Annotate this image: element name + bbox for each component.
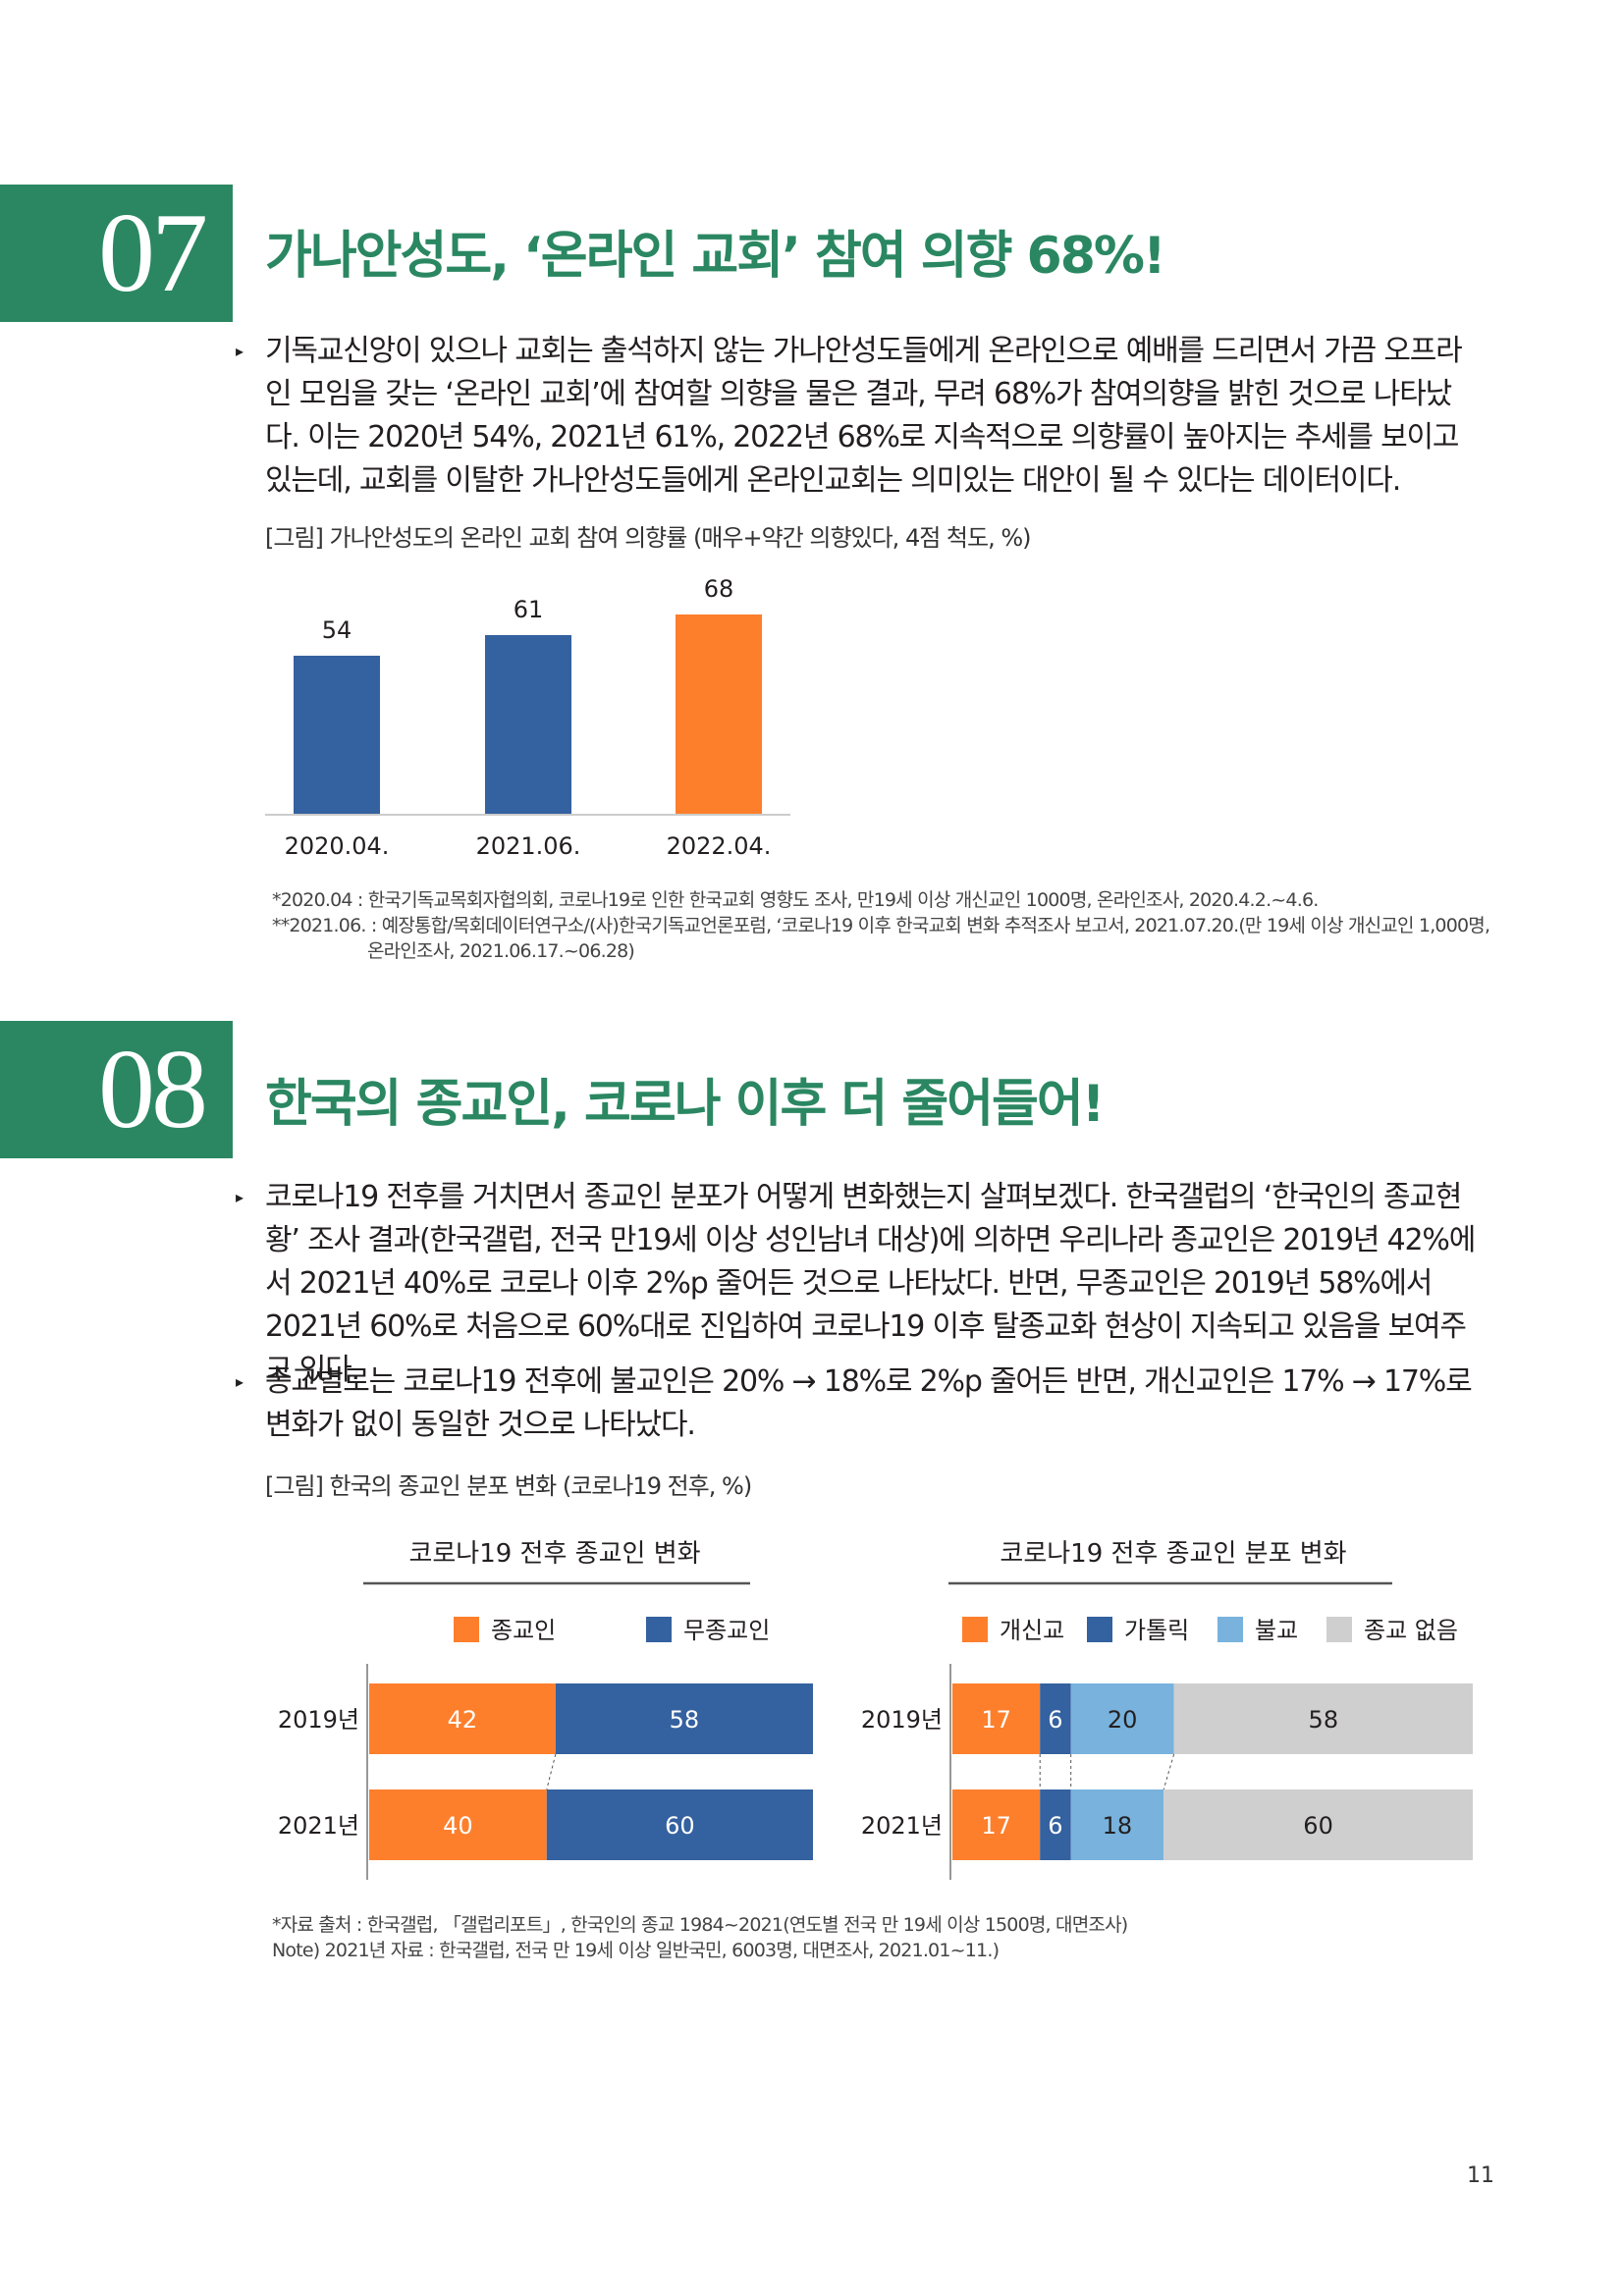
- bar-segment: [369, 1683, 556, 1754]
- section-07-title: 가나안성도, ‘온라인 교회’ 참여 의향 68%!: [265, 227, 1166, 286]
- legend-swatch: [1326, 1617, 1352, 1642]
- section-08-number-box: [0, 1021, 233, 1158]
- bar-segment: [952, 1683, 1041, 1754]
- data-label: 54: [322, 616, 352, 644]
- bullet-marker: ▸: [236, 342, 244, 360]
- chart-religion-distribution: 코로나19 전후 종교인 분포 변화 개신교 가톨릭 불교 종교 없음 2019년 17…: [861, 1539, 1473, 1880]
- segment-label: 20: [1108, 1706, 1138, 1734]
- segment-label: 58: [1309, 1706, 1339, 1734]
- legend-swatch: [1217, 1617, 1243, 1642]
- row-label: 2021년: [861, 1812, 943, 1840]
- row-label: 2021년: [278, 1812, 359, 1840]
- segment-label: 17: [981, 1812, 1011, 1840]
- legend-swatch: [1087, 1617, 1112, 1642]
- segment-label: 17: [981, 1706, 1011, 1734]
- legend-label: 개신교: [1000, 1617, 1064, 1644]
- segment-label: 58: [670, 1706, 700, 1734]
- source-note-1: *2020.04 : 한국기독교목회자협의회, 코로나19로 인한 한국교회 영…: [272, 889, 1319, 911]
- legend-label: 종교 없음: [1364, 1617, 1458, 1644]
- bar-segment: [1040, 1789, 1071, 1860]
- bar: [294, 656, 380, 815]
- segment-label: 42: [448, 1706, 478, 1734]
- section-08-number: 08: [98, 1027, 208, 1152]
- bar-segment: [952, 1789, 1041, 1860]
- legend-swatch: [454, 1617, 479, 1642]
- section-07-number-box: [0, 185, 233, 322]
- chart-religious-change: 코로나19 전후 종교인 변화 종교인 무종교인 2019년 42 58 2021년 40…: [278, 1539, 813, 1880]
- segment-label: 60: [1303, 1812, 1333, 1840]
- bullet-marker: ▸: [236, 1372, 244, 1391]
- legend-label: 종교인: [491, 1617, 556, 1644]
- bar: [485, 635, 571, 815]
- bar: [676, 614, 762, 815]
- page-number: 11: [1467, 2163, 1494, 2188]
- x-tick-label: 2022.04.: [667, 832, 772, 860]
- segment-label: 40: [443, 1812, 473, 1840]
- bar-segment: [546, 1789, 813, 1860]
- figure-caption-07: [그림] 가나안성도의 온라인 교회 참여 의향률 (매우+약간 의향있다, 4…: [265, 524, 1032, 552]
- source-note-2-cont: 온라인조사, 2021.06.17.~06.28): [367, 940, 635, 962]
- bar-segment: [1070, 1789, 1164, 1860]
- row-label: 2019년: [861, 1706, 943, 1734]
- bar-segment: [1070, 1683, 1174, 1754]
- section-08-paragraph-2: 종교별로는 코로나19 전후에 불교인은 20% → 18%로 2%p 줄어든 …: [265, 1364, 1473, 1442]
- bar-segment: [1173, 1683, 1473, 1754]
- legend-label: 가톨릭: [1124, 1617, 1189, 1644]
- data-label: 68: [704, 575, 734, 603]
- x-tick-label: 2021.06.: [476, 832, 581, 860]
- legend-label: 무종교인: [683, 1617, 770, 1644]
- segment-label: 60: [665, 1812, 695, 1840]
- connector-line: [1163, 1753, 1175, 1790]
- figure-caption-08: [그림] 한국의 종교인 분포 변화 (코로나19 전후, %): [265, 1472, 752, 1500]
- chart-title: 코로나19 전후 종교인 분포 변화: [1000, 1539, 1346, 1569]
- legend-swatch: [646, 1617, 672, 1642]
- chart-title: 코로나19 전후 종교인 변화: [408, 1539, 700, 1569]
- section-07-paragraph: 기독교신앙이 있으나 교회는 출석하지 않는 가나안성도들에게 온라인으로 예배…: [265, 334, 1463, 498]
- source-note-2: **2021.06. : 예장통합/목회데이터연구소/(사)한국기독교언론포럼,…: [272, 915, 1490, 936]
- bar-segment: [369, 1789, 547, 1860]
- segment-label: 18: [1103, 1812, 1133, 1840]
- source-note-4: Note) 2021년 자료 : 한국갤럽, 전국 만 19세 이상 일반국민,…: [272, 1940, 1000, 1961]
- row-label: 2019년: [278, 1706, 359, 1734]
- bar-segment: [555, 1683, 813, 1754]
- source-note-3: *자료 출처 : 한국갤럽, 「갤럽리포트」, 한국인의 종교 1984~202…: [272, 1914, 1128, 1936]
- segment-label: 6: [1048, 1812, 1062, 1840]
- section-08-title: 한국의 종교인, 코로나 이후 더 줄어들어!: [265, 1075, 1105, 1134]
- section-08-paragraph-1: 코로나19 전후를 거치면서 종교인 분포가 어떻게 변화했는지 살펴보겠다. …: [265, 1180, 1476, 1387]
- section-07-number: 07: [98, 190, 208, 316]
- bar-segment: [1163, 1789, 1473, 1860]
- bullet-marker: ▸: [236, 1188, 244, 1206]
- bar-segment: [1040, 1683, 1071, 1754]
- legend-swatch: [962, 1617, 988, 1642]
- legend-label: 불교: [1255, 1617, 1298, 1644]
- data-label: 61: [514, 596, 544, 623]
- x-tick-label: 2020.04.: [285, 832, 390, 860]
- chart-online-church-intention: 54 61 68 2020.04. 2021.06. 2022.04.: [265, 575, 790, 860]
- segment-label: 6: [1048, 1706, 1062, 1734]
- connector-line: [546, 1753, 557, 1790]
